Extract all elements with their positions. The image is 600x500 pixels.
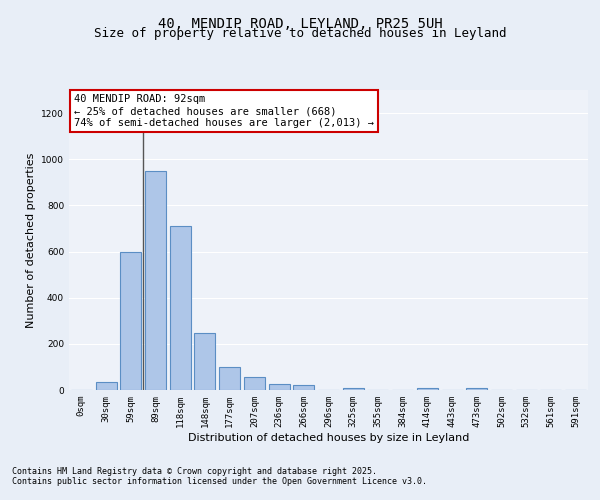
Bar bbox=[466, 388, 487, 390]
Bar bbox=[194, 334, 215, 390]
Text: 40 MENDIP ROAD: 92sqm
← 25% of detached houses are smaller (668)
74% of semi-det: 40 MENDIP ROAD: 92sqm ← 25% of detached … bbox=[74, 94, 374, 128]
Text: 40, MENDIP ROAD, LEYLAND, PR25 5UH: 40, MENDIP ROAD, LEYLAND, PR25 5UH bbox=[158, 18, 442, 32]
Bar bbox=[293, 386, 314, 390]
Bar bbox=[244, 378, 265, 390]
Bar bbox=[219, 367, 240, 390]
Bar bbox=[170, 226, 191, 390]
Y-axis label: Number of detached properties: Number of detached properties bbox=[26, 152, 35, 328]
Text: Contains public sector information licensed under the Open Government Licence v3: Contains public sector information licen… bbox=[12, 477, 427, 486]
Bar bbox=[343, 388, 364, 390]
Bar bbox=[269, 384, 290, 390]
Bar bbox=[95, 382, 116, 390]
Bar bbox=[145, 171, 166, 390]
Text: Size of property relative to detached houses in Leyland: Size of property relative to detached ho… bbox=[94, 28, 506, 40]
Bar bbox=[120, 252, 141, 390]
Bar bbox=[417, 388, 438, 390]
Text: Contains HM Land Registry data © Crown copyright and database right 2025.: Contains HM Land Registry data © Crown c… bbox=[12, 467, 377, 476]
X-axis label: Distribution of detached houses by size in Leyland: Distribution of detached houses by size … bbox=[188, 432, 469, 442]
